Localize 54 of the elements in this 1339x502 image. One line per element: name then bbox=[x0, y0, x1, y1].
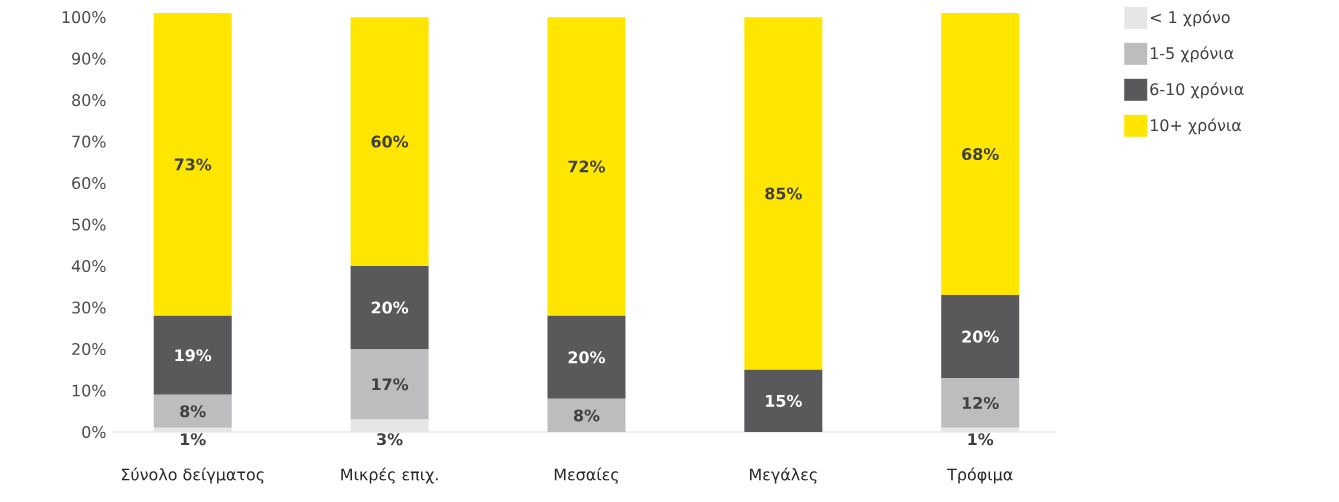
bar bbox=[350, 419, 429, 432]
data-label: 73% bbox=[174, 158, 212, 171]
y-tick-label: 50% bbox=[72, 218, 106, 231]
x-tick-label: Μικρές επιχ. bbox=[341, 467, 438, 484]
x-tick-label: Μεσαίες bbox=[554, 467, 619, 484]
x-tick-label: Σύνολο δείγματος bbox=[121, 467, 264, 484]
bar bbox=[941, 427, 1020, 432]
y-tick-label: 100% bbox=[62, 11, 106, 24]
bar bbox=[350, 266, 429, 350]
legend-label: 10+ χρόνια bbox=[1150, 118, 1242, 135]
bar bbox=[350, 17, 429, 267]
y-tick-label: 30% bbox=[72, 301, 106, 314]
data-label: 15% bbox=[766, 394, 802, 407]
bar bbox=[153, 13, 232, 316]
bar bbox=[941, 13, 1020, 296]
x-tick-label: Μεγάλες bbox=[750, 467, 817, 484]
data-label: 20% bbox=[371, 301, 409, 314]
bar bbox=[941, 295, 1020, 379]
y-tick-label: 20% bbox=[72, 343, 106, 356]
bar bbox=[744, 369, 823, 432]
bar bbox=[153, 427, 232, 432]
y-tick-label: 90% bbox=[72, 52, 106, 65]
data-label: 1% bbox=[180, 433, 206, 446]
bar bbox=[744, 17, 823, 370]
y-tick-label: 0% bbox=[82, 425, 106, 439]
bar bbox=[547, 398, 626, 432]
legend-label: 6-10 χρόνια bbox=[1150, 82, 1244, 99]
x-tick-label: Τρόφιμα bbox=[947, 467, 1013, 484]
data-label: 1% bbox=[968, 433, 994, 446]
data-label: 20% bbox=[962, 330, 999, 343]
bar bbox=[547, 17, 626, 316]
data-label: 85% bbox=[765, 187, 802, 200]
bar bbox=[153, 315, 232, 395]
data-label: 20% bbox=[568, 351, 606, 364]
bar bbox=[350, 349, 429, 420]
data-label: 72% bbox=[568, 160, 606, 173]
data-label: 8% bbox=[180, 405, 206, 418]
y-tick-label: 10% bbox=[72, 384, 106, 397]
data-label: 68% bbox=[962, 148, 999, 161]
y-tick-label: 60% bbox=[72, 177, 106, 190]
bar bbox=[547, 315, 626, 399]
bar bbox=[941, 378, 1020, 428]
data-label: 8% bbox=[573, 409, 600, 422]
bar bbox=[153, 394, 232, 428]
data-label: 19% bbox=[175, 349, 212, 362]
data-label: 12% bbox=[962, 396, 999, 409]
data-label: 17% bbox=[372, 378, 409, 391]
legend-label: < 1 χρόνο bbox=[1150, 10, 1230, 27]
data-label: 60% bbox=[371, 135, 409, 148]
data-label: 3% bbox=[377, 433, 403, 446]
y-tick-label: 70% bbox=[72, 135, 106, 148]
y-tick-label: 40% bbox=[71, 260, 106, 273]
y-tick-label: 80% bbox=[72, 94, 106, 107]
legend-label: 1-5 χρόνια bbox=[1150, 46, 1234, 63]
